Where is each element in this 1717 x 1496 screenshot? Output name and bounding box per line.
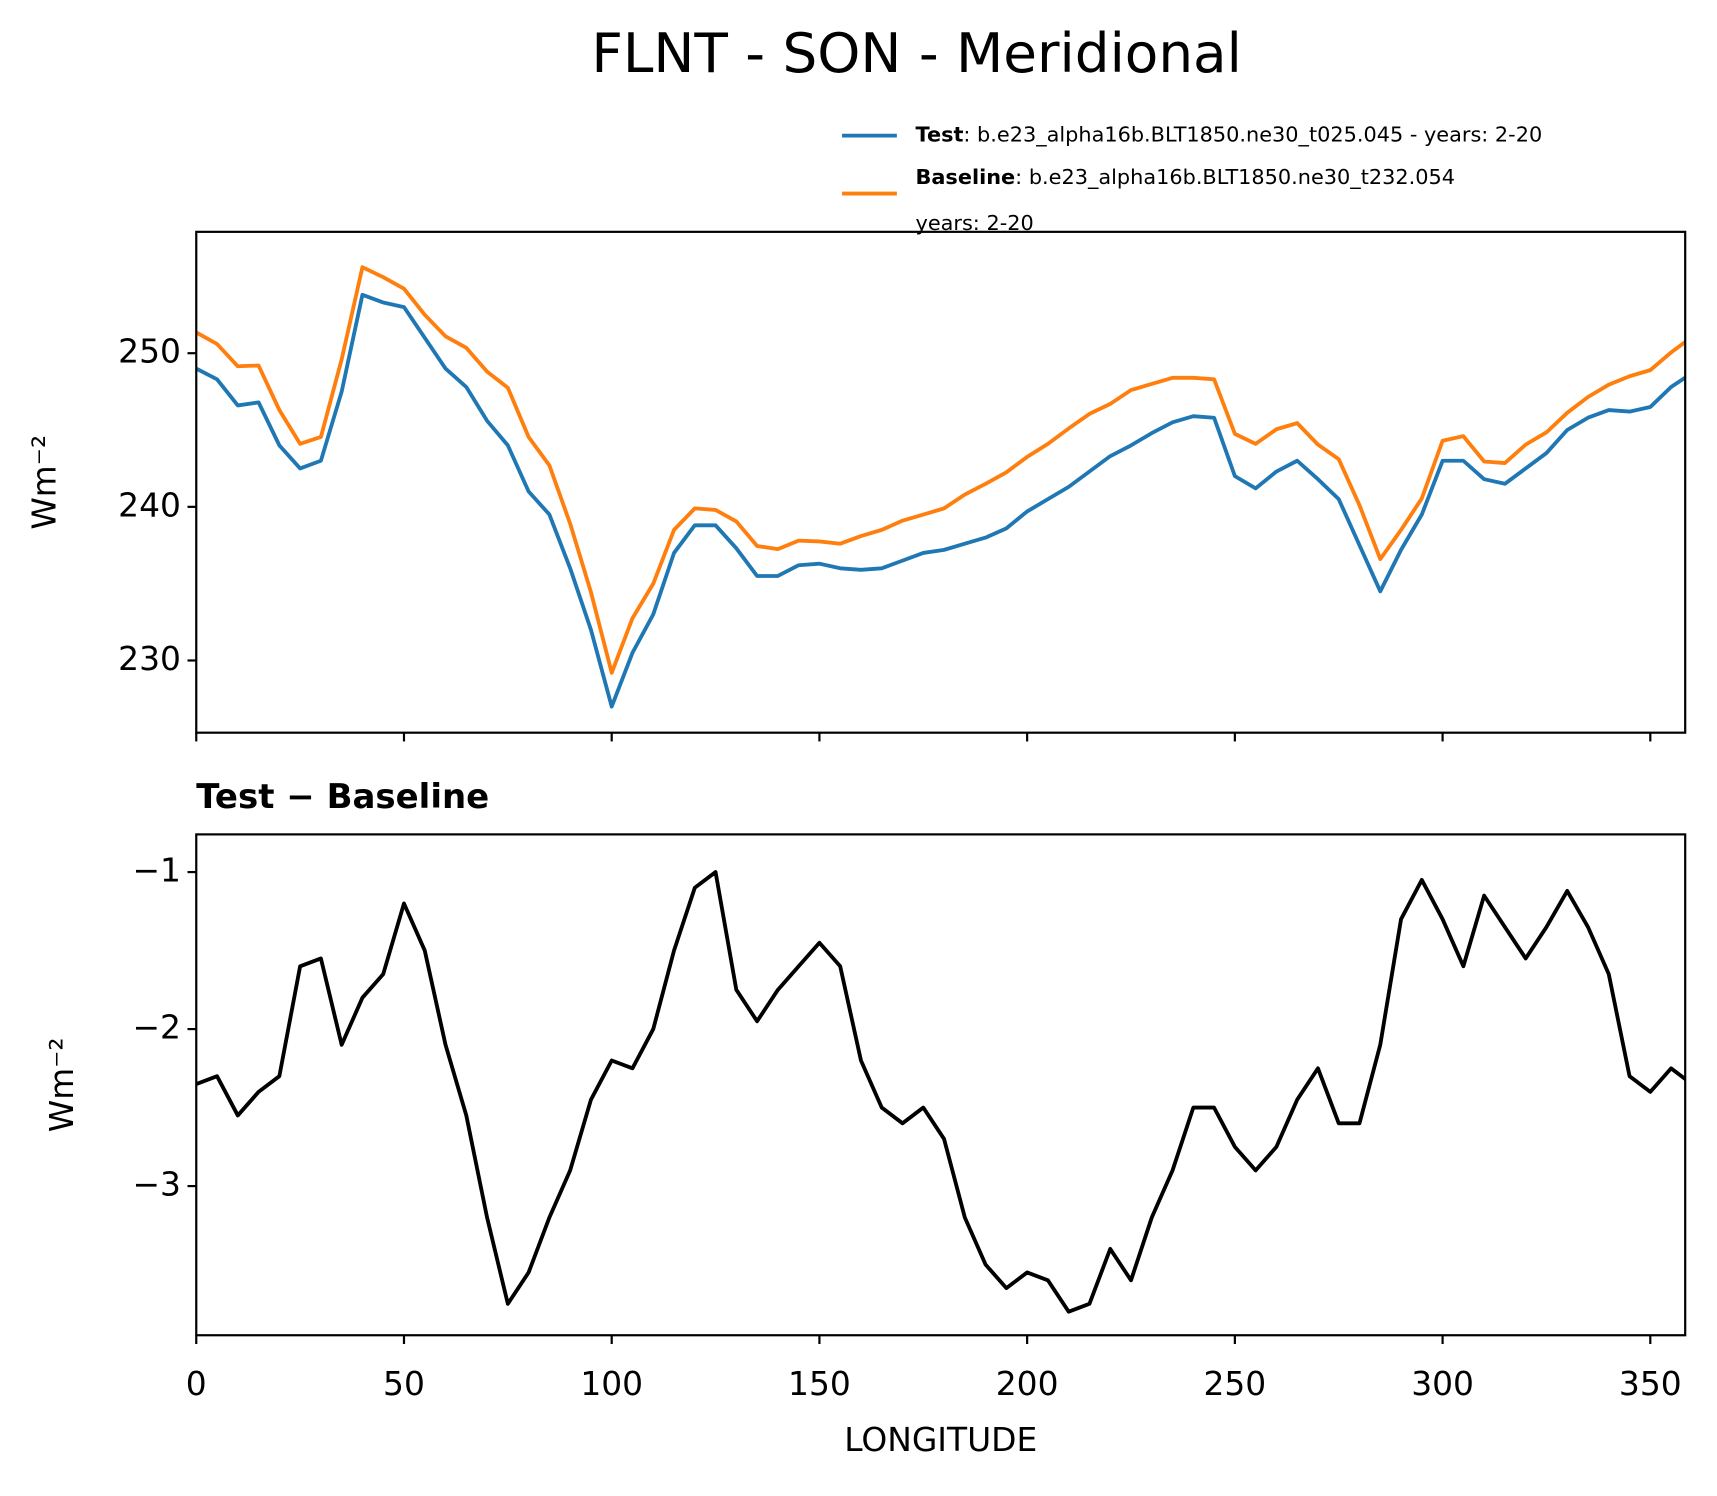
plot-area <box>196 870 1686 1314</box>
y-tick-label: −2 <box>132 1009 180 1047</box>
y-axis-label: Wm⁻² <box>26 435 64 530</box>
y-tick-label: 230 <box>118 640 181 678</box>
y-tick-label: 250 <box>118 333 181 371</box>
legend-name: Baseline <box>916 165 1016 189</box>
line-series <box>196 292 1686 709</box>
chart-title: FLNT - SON - Meridional <box>591 21 1242 85</box>
legend-text: : b.e23_alpha16b.BLT1850.ne30_t232.054 <box>1015 165 1455 189</box>
plot-frame <box>195 833 1687 1337</box>
legend-label: Baseline: b.e23_alpha16b.BLT1850.ne30_t2… <box>916 165 1455 189</box>
legend-name: Test <box>916 123 964 147</box>
x-tick-label: 350 <box>1619 1365 1682 1403</box>
x-tick-label: 250 <box>1203 1365 1266 1403</box>
plot-area <box>196 265 1686 709</box>
legend-label: years: 2-20 <box>916 211 1034 235</box>
x-tick-label: 50 <box>383 1365 425 1403</box>
y-tick-label: 240 <box>118 486 181 524</box>
panel-title: Test − Baseline <box>196 777 489 817</box>
y-tick-label: −3 <box>132 1166 180 1204</box>
x-tick-label: 150 <box>788 1365 851 1403</box>
x-tick-label: 300 <box>1411 1365 1474 1403</box>
legend-text: years: 2-20 <box>916 211 1034 235</box>
y-tick-label: −1 <box>132 852 180 890</box>
line-series <box>196 870 1686 1314</box>
y-axis-label: Wm⁻² <box>43 1037 81 1132</box>
x-axis-label: LONGITUDE <box>844 1421 1037 1459</box>
line-series <box>196 265 1686 675</box>
x-tick-label: 200 <box>996 1365 1059 1403</box>
plot-frame <box>195 230 1687 734</box>
x-tick-label: 0 <box>186 1365 207 1403</box>
legend-label: Test: b.e23_alpha16b.BLT1850.ne30_t025.0… <box>916 123 1543 147</box>
x-tick-label: 100 <box>580 1365 643 1403</box>
legend-text: : b.e23_alpha16b.BLT1850.ne30_t025.045 -… <box>963 123 1542 147</box>
